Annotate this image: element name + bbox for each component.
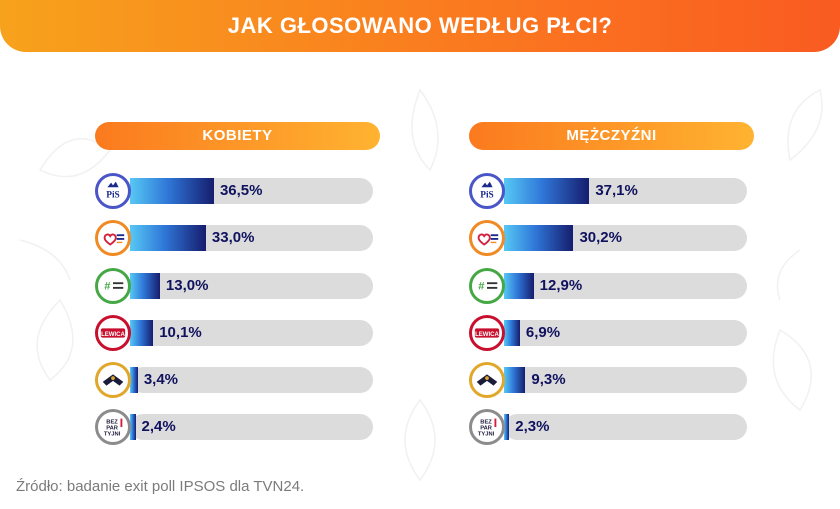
trzecia-droga-logo-icon-graphic: #	[104, 281, 124, 293]
pis-logo-icon-graphic: PiS	[480, 181, 494, 201]
men-bar	[504, 178, 590, 204]
women-bar-track	[130, 367, 373, 393]
svg-text:#: #	[104, 281, 111, 293]
pis-logo-icon: PiS	[469, 173, 505, 209]
konfederacja-logo-icon	[469, 362, 505, 398]
konfederacja-logo-icon-graphic	[102, 374, 124, 386]
men-value-label: 12,9%	[539, 277, 583, 294]
men-value-label: 30,2%	[579, 229, 622, 246]
pis-logo-icon-graphic: PiS	[106, 181, 120, 201]
svg-text:PAR: PAR	[480, 425, 493, 431]
men-value-label: 6,9%	[525, 324, 561, 341]
women-value-label: 33,0%	[211, 229, 255, 246]
women-bar	[130, 225, 206, 251]
women-value-label: 36,5%	[219, 182, 263, 199]
konfederacja-logo-icon-graphic	[476, 374, 498, 386]
source-note: Źródło: badanie exit poll IPSOS dla TVN2…	[16, 478, 305, 495]
women-value-label: 2,4%	[141, 418, 176, 435]
svg-text:LEWICA: LEWICA	[475, 332, 499, 338]
trzecia-droga-logo-icon-graphic: #	[478, 281, 498, 293]
men-bar	[504, 225, 574, 251]
women-value-label: 13,0%	[165, 277, 209, 294]
lewica-logo-icon-graphic: LEWICA	[100, 328, 126, 338]
svg-text:PAR: PAR	[106, 425, 119, 431]
title-banner	[0, 0, 840, 52]
koalicja-obywatelska-logo-icon-graphic	[477, 233, 499, 246]
men-bar-track	[504, 273, 747, 299]
women-bar	[130, 367, 138, 393]
svg-text:BEZ: BEZ	[480, 419, 492, 425]
svg-text:BEZ: BEZ	[106, 419, 118, 425]
bezpartyjni-logo-icon: BEZ PAR TYJNI	[469, 409, 505, 445]
lewica-logo-icon: LEWICA	[95, 315, 131, 351]
women-bar	[130, 178, 214, 204]
svg-text:TYJNI: TYJNI	[478, 431, 495, 437]
men-value-label: 37,1%	[595, 182, 638, 199]
women-value-label: 10,1%	[159, 324, 202, 341]
page-title: JAK GŁOSOWANO WEDŁUG PŁCI?	[227, 13, 613, 38]
men-value-label: 2,3%	[515, 418, 550, 435]
men-bar	[504, 320, 520, 346]
svg-text:TYJNI: TYJNI	[104, 431, 121, 437]
svg-text:PiS: PiS	[480, 191, 493, 201]
women-bar	[130, 414, 136, 440]
svg-text:PiS: PiS	[106, 191, 119, 201]
koalicja-obywatelska-logo-icon	[469, 220, 505, 256]
women-bar-track	[130, 414, 373, 440]
men-bar-track	[504, 414, 747, 440]
women-chart-header: KOBIETY	[95, 122, 380, 150]
bezpartyjni-logo-icon: BEZ PAR TYJNI	[95, 409, 131, 445]
women-bar-track	[130, 273, 373, 299]
men-bar-track	[504, 320, 747, 346]
women-chart-title: KOBIETY	[202, 127, 273, 144]
men-chart-title: MĘŻCZYŹNI	[566, 127, 657, 144]
women-value-label: 3,4%	[143, 371, 179, 388]
men-bar	[504, 414, 510, 440]
men-chart-header: MĘŻCZYŹNI	[469, 122, 754, 150]
women-bar	[130, 273, 160, 299]
lewica-logo-icon-graphic: LEWICA	[474, 328, 500, 338]
lewica-logo-icon: LEWICA	[469, 315, 505, 351]
men-bar	[504, 367, 526, 393]
pis-logo-icon: PiS	[95, 173, 131, 209]
trzecia-droga-logo-icon: #	[95, 268, 131, 304]
konfederacja-logo-icon	[95, 362, 131, 398]
women-bar	[130, 320, 154, 346]
men-bar-track	[504, 367, 747, 393]
men-value-label: 9,3%	[531, 371, 566, 388]
men-bar	[504, 273, 534, 299]
women-bar-track	[130, 320, 373, 346]
trzecia-droga-logo-icon: #	[469, 268, 505, 304]
koalicja-obywatelska-logo-icon-graphic	[103, 233, 125, 246]
svg-text:LEWICA: LEWICA	[101, 332, 125, 338]
svg-text:#: #	[478, 281, 485, 293]
koalicja-obywatelska-logo-icon	[95, 220, 131, 256]
